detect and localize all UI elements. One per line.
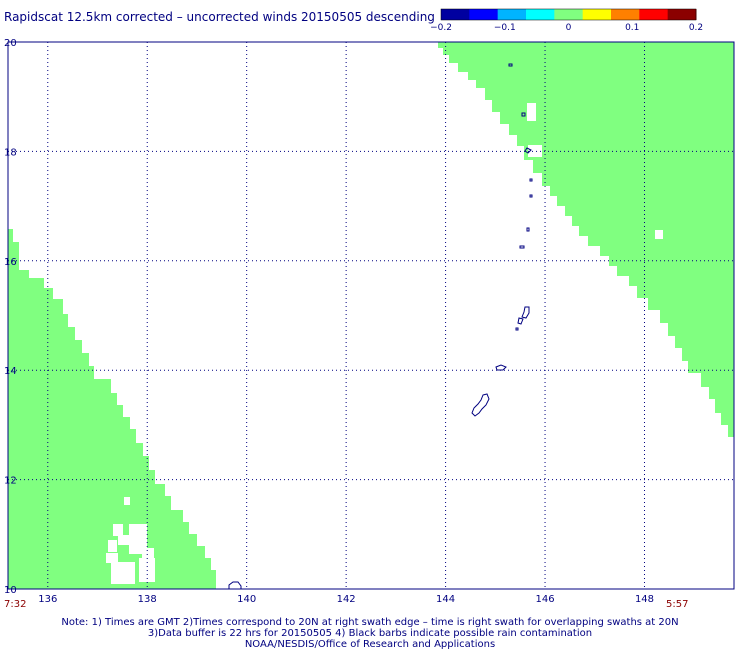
- lon-tick-label: 148: [635, 594, 654, 605]
- swath-gap: [124, 497, 130, 505]
- colorbar-block: [667, 9, 697, 20]
- swath-gap: [528, 145, 542, 157]
- island-rota: [495, 364, 507, 371]
- lon-tick-label: 136: [38, 594, 57, 605]
- swath-gap: [123, 562, 131, 570]
- colorbar-block: [441, 9, 470, 20]
- colorbar-block: [497, 9, 527, 20]
- colorbar-tick-label: −0.2: [430, 23, 452, 33]
- lon-tick-label: 140: [237, 594, 256, 605]
- colorbar-block: [639, 9, 669, 20]
- grid-layer: [8, 42, 734, 589]
- island-agrihan: [521, 112, 526, 117]
- colorbar-block: [611, 9, 640, 20]
- lon-tick-label: 144: [436, 594, 455, 605]
- coast-layer: [228, 63, 533, 589]
- colorbar-tick-label: −0.1: [494, 23, 516, 33]
- lat-tick-label: 10: [4, 585, 17, 596]
- swath-gap: [142, 548, 154, 558]
- island-guguan: [529, 194, 533, 198]
- lat-tick-label: 20: [4, 38, 17, 49]
- lat-tick-label: 16: [4, 257, 17, 268]
- swath-left: [8, 229, 216, 589]
- colorbar-block: [526, 9, 555, 20]
- swath-gap: [527, 103, 536, 121]
- colorbar-tick-label: 0: [566, 23, 572, 33]
- swath-layer: [8, 42, 734, 589]
- lon-tick-label: 146: [535, 594, 554, 605]
- swath-gap: [106, 553, 118, 563]
- colorbar-tick-label: 0.2: [689, 23, 703, 33]
- lon-tick-label: 142: [337, 594, 356, 605]
- island-guam: [471, 393, 490, 417]
- note-line-1: Note: 1) Times are GMT 2)Times correspon…: [61, 617, 679, 628]
- colorbar-frame: [440, 8, 697, 21]
- note-line-2: 3)Data buffer is 22 hrs for 20150505 4) …: [147, 628, 593, 639]
- island-pagan: [524, 147, 532, 154]
- lat-tick-label: 14: [4, 366, 17, 377]
- swath-gap: [129, 524, 147, 554]
- lat-tick-label: 12: [4, 476, 17, 487]
- island-uracas: [508, 63, 513, 67]
- island-tinian: [517, 317, 524, 325]
- island-saipan: [521, 306, 530, 319]
- map-frame: [7, 41, 735, 590]
- swath-gap: [113, 524, 123, 536]
- note-line-3: NOAA/NESDIS/Office of Research and Appli…: [244, 639, 496, 650]
- swath-right: [438, 42, 734, 437]
- colorbar-block: [554, 9, 584, 20]
- island-sarigan: [526, 227, 530, 232]
- colorbar-tick-label: 0.1: [625, 23, 639, 33]
- colorbar: −0.2 −0.1 0 0.1 0.2: [430, 8, 703, 33]
- lon-labels: 136 138 140 142 144 146 148: [38, 594, 654, 605]
- swath-gap: [108, 540, 117, 552]
- lat-tick-label: 18: [4, 147, 17, 158]
- colorbar-block: [582, 9, 612, 20]
- swath-gap: [118, 535, 132, 545]
- island-alamagan: [529, 178, 533, 182]
- notes: Note: 1) Times are GMT 2)Times correspon…: [0, 617, 740, 650]
- lon-tick-label: 138: [138, 594, 157, 605]
- swath-gap: [655, 230, 663, 239]
- time-left: 7:32: [4, 599, 27, 610]
- island-aguijan: [515, 327, 519, 331]
- colorbar-block: [469, 9, 499, 20]
- map-title: Rapidscat 12.5km corrected – uncorrected…: [4, 10, 435, 24]
- island-anatahan: [519, 245, 525, 249]
- time-right: 5:57: [666, 599, 689, 610]
- lat-labels: 10 12 14 16 18 20: [4, 38, 17, 596]
- island-bottom: [228, 581, 242, 589]
